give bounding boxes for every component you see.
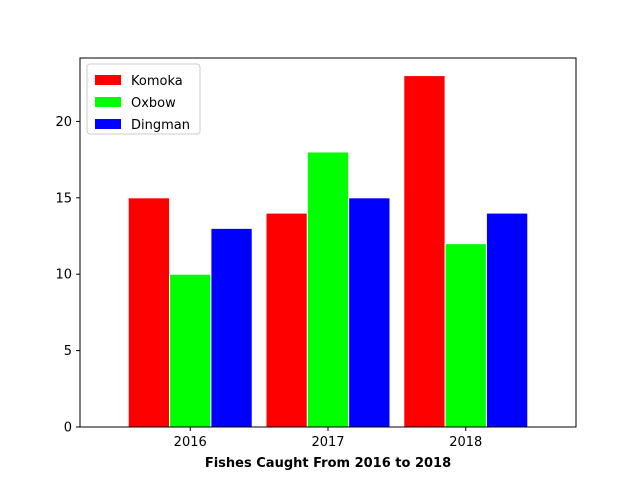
x-tick-label-2016: 2016 <box>174 435 207 450</box>
y-tick-label: 20 <box>55 115 72 130</box>
bar-oxbow-2016 <box>169 273 212 428</box>
bar-komoka-2018 <box>403 75 446 428</box>
legend-label-komoka: Komoka <box>131 74 183 89</box>
bars-layer <box>127 75 529 428</box>
x-axis: 2016 2017 2018 <box>174 427 482 450</box>
x-tick-label-2017: 2017 <box>311 435 344 450</box>
y-tick-label: 15 <box>55 191 72 206</box>
legend-swatch-dingman <box>95 119 121 129</box>
y-axis: 0 5 10 15 20 <box>55 115 80 436</box>
y-tick-label: 10 <box>55 268 72 283</box>
legend-label-dingman: Dingman <box>131 118 190 133</box>
bar-dingman-2017 <box>348 197 391 428</box>
bar-oxbow-2017 <box>306 151 350 428</box>
x-tick-label-2018: 2018 <box>449 435 482 450</box>
bar-dingman-2018 <box>485 212 529 428</box>
legend-label-oxbow: Oxbow <box>131 96 176 111</box>
x-axis-label: Fishes Caught From 2016 to 2018 <box>205 456 451 471</box>
bar-komoka-2016 <box>127 197 171 428</box>
legend-swatch-oxbow <box>95 97 121 107</box>
y-tick-label: 5 <box>64 344 72 359</box>
bar-oxbow-2018 <box>444 243 487 428</box>
legend: Komoka Oxbow Dingman <box>86 63 201 135</box>
legend-swatch-komoka <box>95 75 121 85</box>
bar-dingman-2016 <box>210 227 253 428</box>
y-tick-label: 0 <box>64 421 72 436</box>
bar-komoka-2017 <box>265 212 308 428</box>
